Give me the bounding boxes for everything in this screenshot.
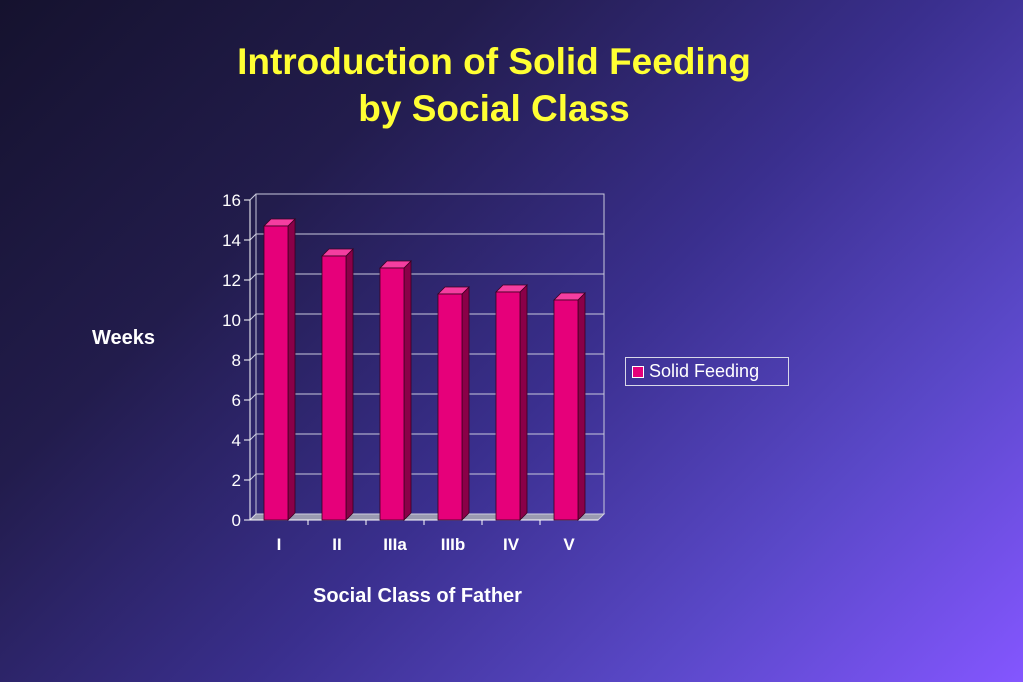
x-tick-label: IIIa — [383, 535, 407, 554]
x-tick-label: IIIb — [441, 535, 466, 554]
y-tick-label: 10 — [222, 311, 241, 330]
x-tick-label: V — [563, 535, 575, 554]
bar-side — [403, 260, 412, 521]
y-axis-label: Weeks — [92, 327, 156, 349]
gridline-depth — [249, 273, 257, 281]
y-tick-label: 0 — [232, 511, 241, 530]
x-tick-label: IV — [503, 535, 520, 554]
plot-floor — [248, 513, 606, 521]
legend-label: Solid Feeding — [649, 361, 760, 381]
title-line-1: Introduction of Solid Feeding — [237, 41, 751, 82]
chart-title: Introduction of Solid Feeding by Social … — [0, 38, 988, 132]
y-tick-label: 8 — [232, 351, 241, 370]
bar — [321, 255, 347, 521]
x-tick-label: I — [277, 535, 282, 554]
y-tick-label: 2 — [232, 471, 241, 490]
y-tick-label: 12 — [222, 271, 241, 290]
bar — [553, 299, 579, 521]
x-axis-label: Social Class of Father — [313, 585, 522, 607]
y-tick-label: 16 — [222, 191, 241, 210]
bar-side — [287, 218, 296, 521]
y-tick-label: 6 — [232, 391, 241, 410]
y-tick-label: 14 — [222, 231, 241, 250]
title-line-2: by Social Class — [358, 88, 630, 129]
legend-swatch — [632, 365, 644, 378]
bar-side — [345, 248, 354, 521]
bar — [495, 291, 521, 521]
bar-side — [577, 292, 586, 521]
gridline-depth — [249, 353, 257, 361]
gridline-depth — [249, 193, 257, 201]
x-tick-label: II — [332, 535, 341, 554]
bar — [437, 293, 463, 521]
bar-side — [519, 284, 528, 521]
gridline-depth — [249, 313, 257, 321]
legend: Solid Feeding — [625, 357, 789, 386]
gridline-depth — [249, 233, 257, 241]
gridline-depth — [249, 473, 257, 481]
gridline-depth — [249, 393, 257, 401]
y-tick-label: 4 — [232, 431, 241, 450]
gridline-depth — [249, 433, 257, 441]
bar — [379, 267, 405, 521]
bar-side — [461, 286, 470, 521]
bar — [263, 225, 289, 521]
